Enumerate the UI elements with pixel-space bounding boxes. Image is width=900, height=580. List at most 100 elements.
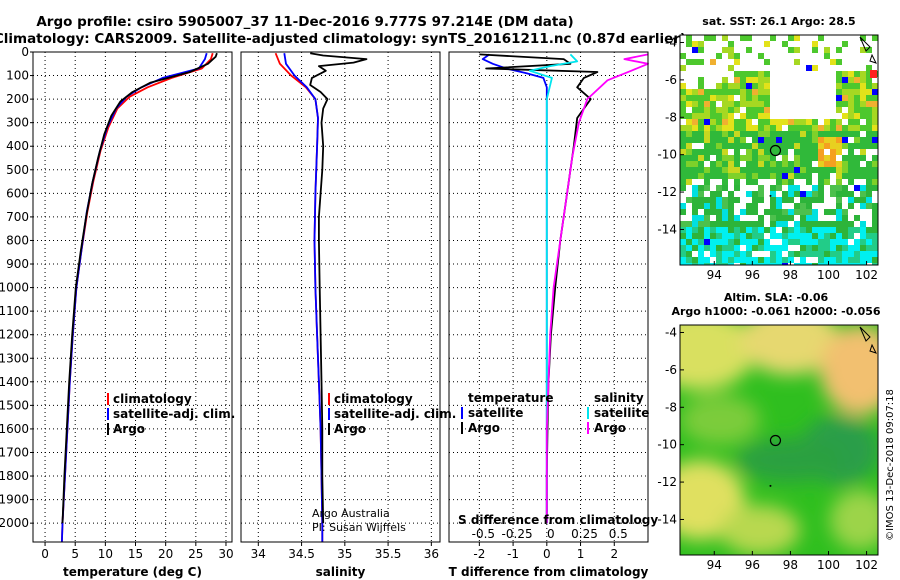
- sst-cell: [830, 191, 836, 197]
- sst-cell: [752, 221, 758, 227]
- sst-cell: [836, 179, 842, 185]
- sst-cell: [812, 137, 818, 143]
- y-tick-label: 700: [6, 210, 29, 224]
- sst-cell: [698, 83, 704, 89]
- sst-cell: [764, 131, 770, 137]
- sst-cell: [818, 221, 824, 227]
- sst-cell: [680, 221, 686, 227]
- sst-cell: [710, 227, 716, 233]
- sst-cell: [734, 245, 740, 251]
- sst-cell: [740, 227, 746, 233]
- sst-cell: [800, 227, 806, 233]
- sst-cell: [692, 173, 698, 179]
- sst-cell: [776, 125, 782, 131]
- sst-cell: [722, 179, 728, 185]
- sst-cell: [746, 263, 752, 265]
- sst-cell: [824, 167, 830, 173]
- sst-cell: [758, 137, 764, 143]
- sst-cell: [782, 263, 788, 265]
- sst-cell: [800, 197, 806, 203]
- sst-cell: [824, 263, 830, 265]
- sst-cell: [716, 257, 722, 263]
- sst-cell: [806, 215, 812, 221]
- legend-label-satellite: satellite-adj. clim.: [334, 407, 456, 421]
- sst-cell: [842, 233, 848, 239]
- sst-cell: [752, 101, 758, 107]
- sst-cell: [722, 263, 728, 265]
- sst-cell: [746, 119, 752, 125]
- sst-cell: [782, 149, 788, 155]
- sst-cell: [764, 125, 770, 131]
- sst-cell: [794, 137, 800, 143]
- sst-cell: [836, 185, 842, 191]
- sst-cell: [734, 89, 740, 95]
- legend-label-s-argo: Argo: [594, 421, 626, 435]
- sst-cell: [854, 89, 860, 95]
- sst-cell: [842, 83, 848, 89]
- sst-cell: [782, 191, 788, 197]
- sst-cell: [866, 203, 872, 209]
- y-tick-label: 1900: [0, 493, 29, 507]
- sst-cell: [842, 95, 848, 101]
- sst-cell: [764, 257, 770, 263]
- sst-cell: [680, 149, 686, 155]
- sst-cell: [842, 221, 848, 227]
- sla-anomaly-patch: [680, 395, 760, 445]
- sst-cell: [758, 239, 764, 245]
- sst-cell: [686, 101, 692, 107]
- y-tick-label: 1200: [0, 328, 29, 342]
- sst-cell: [824, 131, 830, 137]
- sst-cell: [824, 239, 830, 245]
- sst-cell: [824, 161, 830, 167]
- sst-cell: [842, 161, 848, 167]
- sst-cell: [818, 245, 824, 251]
- sst-cell: [710, 101, 716, 107]
- sst-cell: [818, 125, 824, 131]
- sst-cell: [734, 227, 740, 233]
- sst-cell: [872, 263, 878, 265]
- sst-cell: [722, 149, 728, 155]
- sst-cell: [728, 221, 734, 227]
- sst-cell: [788, 173, 794, 179]
- sst-cell: [680, 167, 686, 173]
- map-x-tick-label: 102: [855, 558, 878, 572]
- sst-map-title: sat. SST: 26.1 Argo: 28.5: [702, 15, 855, 28]
- sst-cell: [704, 143, 710, 149]
- sst-cell: [758, 95, 764, 101]
- sst-cell: [740, 221, 746, 227]
- sst-cell: [722, 35, 728, 41]
- sst-cell: [692, 203, 698, 209]
- sst-cell: [758, 263, 764, 265]
- sst-cell: [758, 173, 764, 179]
- sst-cell: [722, 233, 728, 239]
- sst-cell: [758, 113, 764, 119]
- sst-cell: [860, 197, 866, 203]
- sst-cell: [728, 53, 734, 59]
- sst-grid-cells: [680, 35, 878, 265]
- sst-cell: [716, 215, 722, 221]
- sst-cell: [704, 227, 710, 233]
- sst-cell: [692, 107, 698, 113]
- sst-cell: [764, 101, 770, 107]
- sst-cell: [704, 35, 710, 41]
- y-tick-label: 500: [6, 163, 29, 177]
- sst-cell: [740, 83, 746, 89]
- sst-cell: [866, 197, 872, 203]
- map-y-tick-label: -8: [665, 400, 677, 414]
- sst-cell: [860, 143, 866, 149]
- sst-cell: [794, 143, 800, 149]
- sst-cell: [692, 149, 698, 155]
- sst-cell: [872, 209, 878, 215]
- s-axis-tick-label: -0.5: [472, 527, 495, 541]
- sst-cell: [728, 119, 734, 125]
- sst-cell: [824, 143, 830, 149]
- sst-cell: [758, 155, 764, 161]
- sst-cell: [728, 83, 734, 89]
- sst-cell: [836, 95, 842, 101]
- sst-cell: [680, 173, 686, 179]
- sst-cell: [770, 149, 776, 155]
- sst-cell: [686, 239, 692, 245]
- sst-cell: [692, 161, 698, 167]
- sst-cell: [752, 239, 758, 245]
- sst-cell: [836, 119, 842, 125]
